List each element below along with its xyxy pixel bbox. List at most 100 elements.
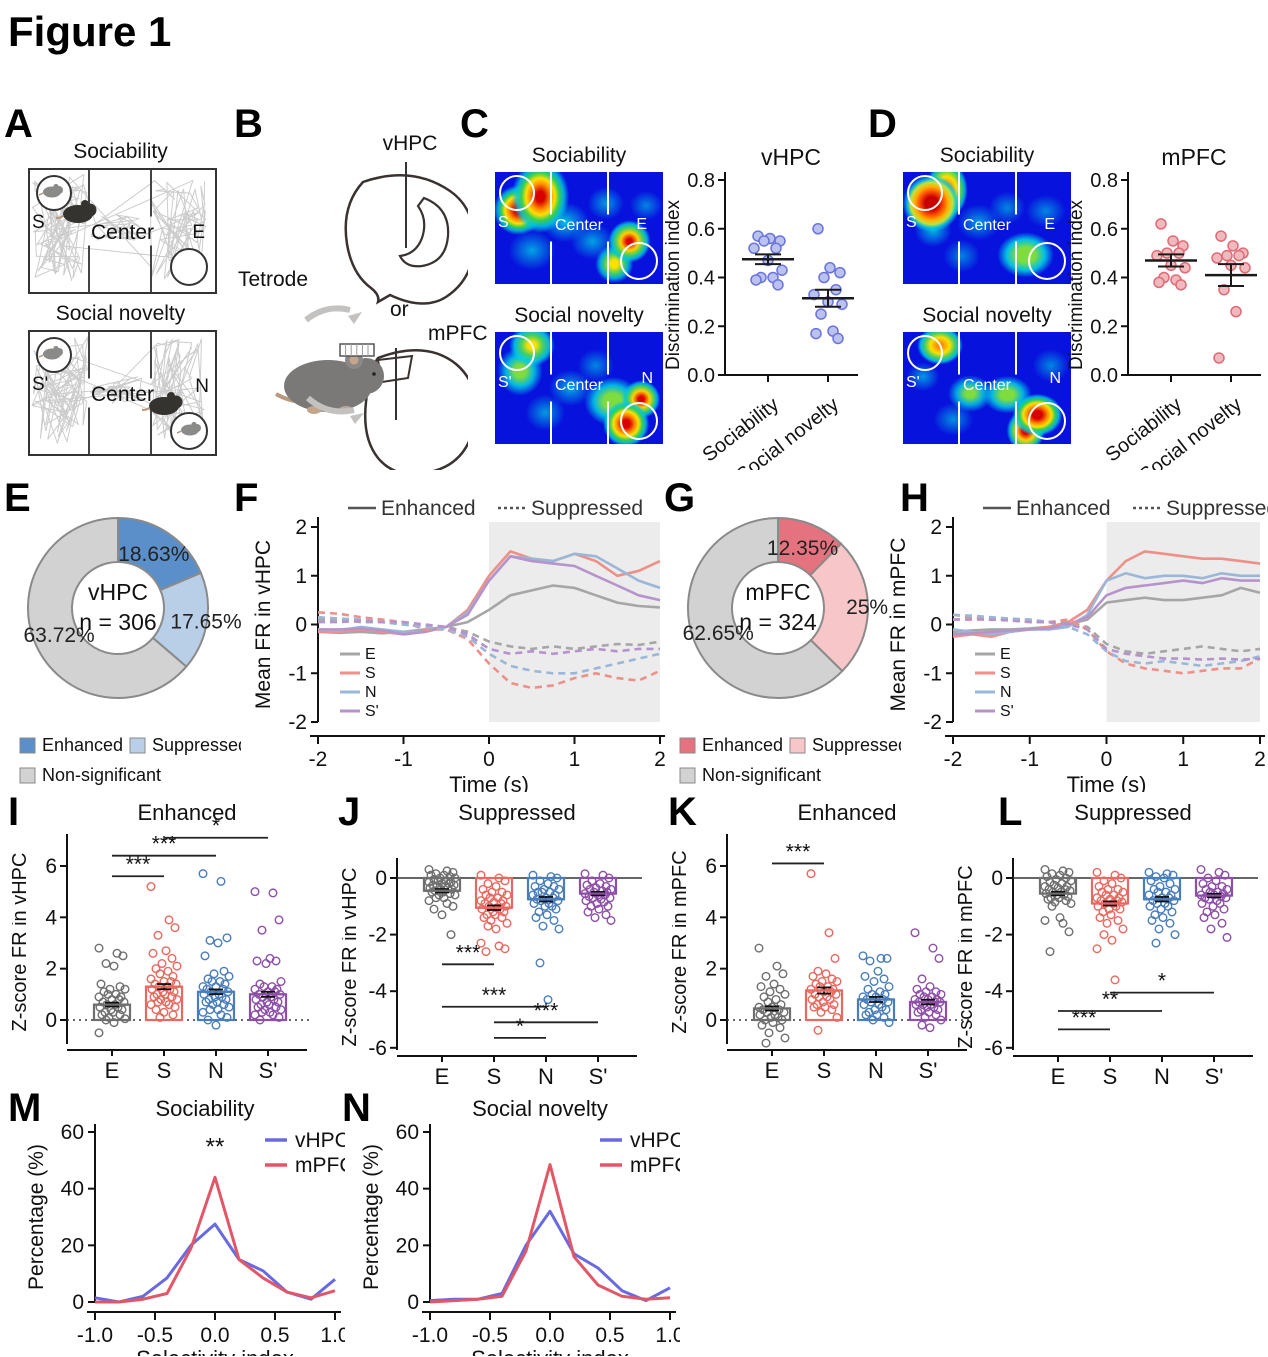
- panel-label-e: E: [4, 476, 31, 520]
- svg-text:***: ***: [786, 840, 811, 863]
- svg-text:0.6: 0.6: [1090, 219, 1118, 241]
- svg-text:40: 40: [396, 1178, 419, 1201]
- svg-text:Selectivity index: Selectivity index: [136, 1346, 294, 1356]
- svg-text:-1: -1: [288, 662, 307, 685]
- chart-meanfr-vhpc: Enhanced Suppressed -2 -1 0 1 2 -2 -1 0 1 2 Time (s)…: [252, 497, 666, 792]
- svg-text:S: S: [1000, 665, 1011, 682]
- empty-cage-circle: [170, 248, 208, 286]
- svg-text:0: 0: [930, 614, 942, 637]
- svg-text:2: 2: [295, 516, 307, 539]
- svg-text:Social novelty: Social novelty: [472, 1096, 608, 1121]
- heatmap-divider: [1015, 172, 1017, 284]
- svg-text:***: ***: [152, 833, 177, 856]
- chart-donut-mpfc: 12.35% 25% 62.65% mPFC n = 324 Enhanced Suppre…: [679, 516, 901, 785]
- svg-text:Percentage (%): Percentage (%): [25, 1144, 48, 1290]
- zone-label-s: S: [498, 214, 509, 231]
- svg-text:vHPC: vHPC: [630, 1129, 680, 1152]
- svg-text:0.8: 0.8: [1090, 170, 1118, 192]
- svg-text:-1: -1: [394, 748, 413, 771]
- heatmap-sociability-mpfc: S Center E: [903, 172, 1071, 284]
- svg-text:25%: 25%: [846, 596, 888, 619]
- chart-zscore-suppressed-mpfc: Suppressed 0 -2 -4 -6 Z-score FR in mPFC E S N S'…: [958, 800, 1258, 1089]
- heatmap-title: Sociability: [531, 144, 627, 167]
- svg-text:N: N: [1000, 684, 1012, 701]
- vhpc-label: vHPC: [382, 132, 438, 155]
- svg-text:mPFC: mPFC: [295, 1154, 345, 1177]
- svg-text:12.35%: 12.35%: [767, 537, 838, 560]
- zone-label-n: N: [1049, 370, 1061, 387]
- or-label: or: [390, 298, 409, 321]
- svg-text:***: ***: [456, 941, 481, 964]
- svg-text:0: 0: [407, 1291, 419, 1314]
- svg-text:2: 2: [45, 958, 57, 981]
- heatmap-divider: [550, 332, 552, 444]
- svg-text:20: 20: [396, 1234, 419, 1257]
- svg-text:**: **: [206, 1134, 225, 1161]
- svg-text:Enhanced: Enhanced: [797, 800, 896, 825]
- svg-text:Z-score FR in mPFC: Z-score FR in mPFC: [958, 865, 977, 1048]
- svg-text:0: 0: [45, 1009, 57, 1032]
- svg-text:0.6: 0.6: [687, 219, 715, 241]
- svg-text:S': S': [919, 1058, 938, 1083]
- panel-label-i: I: [8, 790, 20, 834]
- panel-label-d: D: [868, 102, 897, 146]
- svg-text:S': S': [1000, 703, 1014, 720]
- svg-text:0: 0: [705, 1009, 717, 1032]
- svg-text:0.2: 0.2: [1090, 316, 1118, 338]
- zone-label-center: Center: [90, 221, 155, 245]
- svg-text:N: N: [208, 1058, 224, 1083]
- svg-text:0: 0: [295, 614, 307, 637]
- svg-text:17.65%: 17.65%: [170, 611, 241, 634]
- svg-text:E: E: [765, 1058, 780, 1083]
- svg-text:0: 0: [483, 748, 495, 771]
- tetrode-label: Tetrode: [238, 268, 309, 291]
- svg-text:E: E: [1000, 646, 1011, 663]
- panel-label-j: J: [338, 790, 361, 834]
- zone-label-center: Center: [962, 376, 1012, 394]
- zone-label-s2: S': [32, 374, 49, 395]
- svg-text:0.4: 0.4: [1090, 268, 1118, 290]
- chart-meanfr-mpfc: Enhanced Suppressed -2 -1 0 1 2 -2 -1 0 1 2 Time (s)…: [888, 497, 1268, 792]
- panel-b-drawing: [274, 162, 468, 470]
- svg-text:2: 2: [930, 516, 942, 539]
- svg-text:0.2: 0.2: [687, 316, 715, 338]
- svg-text:n = 306: n = 306: [79, 609, 156, 635]
- svg-text:-0.5: -0.5: [472, 1324, 508, 1347]
- svg-text:***: ***: [126, 853, 151, 876]
- arena-divider: [150, 332, 152, 454]
- svg-text:-2: -2: [288, 711, 307, 734]
- svg-text:1: 1: [295, 565, 307, 588]
- panel-label-g: G: [664, 476, 696, 520]
- zone-label-e: E: [192, 222, 205, 243]
- svg-text:0: 0: [72, 1291, 84, 1314]
- svg-text:-2: -2: [309, 748, 328, 771]
- heatmap-social-novelty-vhpc: S' Center N: [495, 332, 663, 444]
- panel-label-k: K: [668, 790, 697, 834]
- chart-selectivity-social-novelty: Social novelty 0 20 40 60 -1.0 -0.5 0.0 0.5 1.0 Se…: [360, 1096, 680, 1356]
- svg-text:N: N: [365, 684, 377, 701]
- svg-text:62.65%: 62.65%: [683, 622, 754, 645]
- svg-text:-1: -1: [923, 662, 942, 685]
- chart-selectivity-sociability: Sociability 0 20 40 60 -1.0 -0.5 0.0 0.5 1.0 Selec…: [25, 1096, 345, 1356]
- zone-label-s2: S': [498, 374, 512, 391]
- heatmap-sociability-vhpc: S Center E: [495, 172, 663, 284]
- svg-text:20: 20: [61, 1234, 84, 1257]
- svg-text:Suppressed: Suppressed: [1074, 800, 1191, 825]
- cage-circle: [620, 242, 658, 280]
- svg-text:n = 324: n = 324: [739, 609, 817, 635]
- svg-text:vHPC: vHPC: [761, 144, 821, 170]
- heatmap-social-novelty-mpfc: S' Center N: [903, 332, 1071, 444]
- svg-text:Enhanced: Enhanced: [1016, 497, 1111, 520]
- arena-title-sociability: Sociability: [73, 140, 168, 163]
- track-plot-sociability: [31, 173, 207, 282]
- svg-text:-6: -6: [368, 1037, 387, 1060]
- svg-text:-2: -2: [944, 748, 963, 771]
- svg-text:S': S': [365, 703, 379, 720]
- svg-text:18.63%: 18.63%: [118, 543, 189, 566]
- subject-mouse-icon: [56, 200, 97, 223]
- heatmap-divider: [607, 332, 609, 444]
- chart-zscore-suppressed-vhpc: Suppressed 0 -2 -4 -6 Z-score FR in vHPC E S N S'…: [342, 800, 642, 1089]
